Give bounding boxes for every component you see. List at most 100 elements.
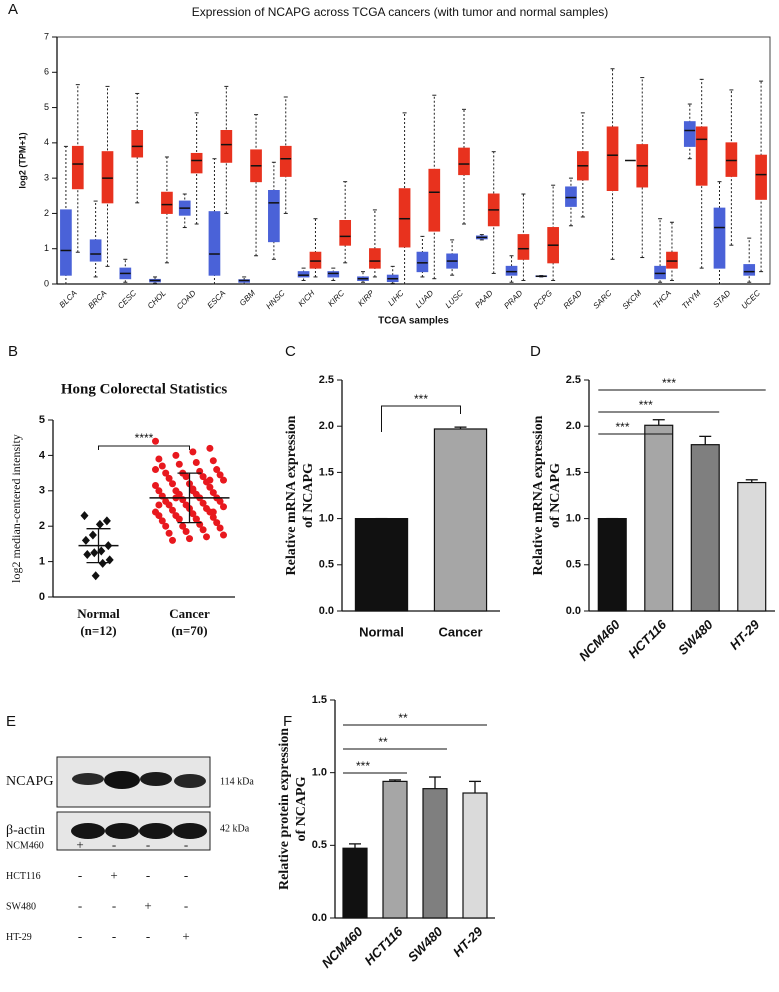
point [209, 508, 217, 516]
box [161, 191, 173, 214]
band-size: 42 kDa [220, 823, 250, 834]
panel-letter: D [530, 343, 541, 360]
condition-sign: - [112, 898, 116, 913]
point [192, 458, 200, 466]
point [165, 501, 173, 509]
x-tick-label: BLCA [58, 289, 79, 310]
y-tick-label: 2 [44, 208, 49, 218]
point [203, 533, 210, 541]
box [190, 152, 203, 174]
box [725, 142, 738, 177]
point [216, 497, 224, 505]
y-tick-label: 4 [39, 449, 46, 461]
x-tick-label: HCT116 [361, 923, 406, 968]
point [90, 548, 99, 558]
point [165, 474, 173, 482]
y-tick-label: 0.0 [566, 605, 581, 617]
point [216, 524, 224, 532]
band [71, 823, 105, 839]
y-tick-label: 1 [44, 243, 49, 253]
band [173, 823, 207, 839]
point [95, 519, 104, 529]
y-tick-label: 1.5 [319, 466, 334, 478]
box [220, 130, 233, 163]
x-tick-label: Normal [77, 606, 120, 621]
x-tick-label: THYM [680, 288, 703, 311]
box [369, 248, 381, 269]
point [80, 511, 89, 521]
point [186, 535, 193, 543]
bar [690, 444, 720, 612]
x-tick-label: NCM460 [319, 923, 366, 970]
condition-label: SW480 [6, 901, 36, 912]
x-tick-label: THCA [651, 289, 673, 311]
bar [597, 517, 627, 612]
point [97, 546, 106, 556]
y-tick-label: 0.5 [312, 839, 327, 851]
point [182, 473, 190, 481]
x-tick-label: SW480 [675, 616, 716, 657]
x-tick-label: PCPG [532, 289, 554, 311]
plot-frame [56, 36, 771, 285]
box [131, 130, 144, 158]
band [174, 774, 206, 788]
band-label: NCAPG [6, 774, 53, 789]
bar [737, 481, 767, 612]
panel-letter: C [285, 343, 296, 360]
x-tick-label: Cancer [438, 624, 482, 639]
point [81, 535, 90, 545]
condition-sign: - [184, 867, 188, 882]
x-tick-label: LUSC [444, 288, 466, 310]
y-tick-label: 1 [39, 556, 45, 568]
y-axis-label: Relative mRNA expression [284, 415, 299, 575]
point [102, 516, 111, 526]
point [206, 483, 214, 491]
y-axis-label: Relative mRNA expression [531, 415, 546, 575]
panel: C 0.0 0.5 1.0 1.5 2.0 2.5 Relative mRNA express… [284, 343, 500, 639]
bar [433, 428, 488, 612]
point [162, 522, 170, 530]
y-tick-label: 3 [39, 485, 45, 497]
significance-bracket [98, 445, 190, 450]
x-tick-label: SKCM [621, 288, 644, 311]
significance-label: ** [378, 735, 388, 749]
condition-sign: + [76, 837, 83, 852]
x-tick-label: HCT116 [625, 616, 670, 661]
box [101, 151, 114, 204]
point [152, 437, 159, 445]
y-tick-label: 2.0 [319, 420, 334, 432]
box [743, 264, 756, 276]
y-tick-label: 4 [44, 137, 49, 147]
point [209, 457, 217, 465]
y-tick-label: 1.0 [319, 513, 334, 525]
point [169, 536, 176, 544]
band [139, 823, 173, 839]
x-tick-label: PRAD [502, 288, 524, 310]
box [517, 234, 530, 260]
panel: D 0.0 0.5 1.0 1.5 2.0 2.5 Relative mRNA express… [530, 343, 775, 664]
point [206, 476, 214, 484]
condition-sign: - [78, 928, 82, 943]
chart-title: Expression of NCAPG across TCGA cancers … [192, 5, 609, 19]
box [268, 189, 280, 243]
condition-label: HT-29 [6, 932, 32, 943]
point [98, 558, 107, 568]
panel: A Expression of NCAPG across TCGA cancers… [8, 1, 771, 327]
x-tick-label: HT-29 [727, 616, 763, 652]
point [189, 510, 197, 518]
box [60, 209, 72, 276]
y-axis-label: log2 median-centered intensity [9, 434, 23, 583]
x-tick-label: CESC [116, 288, 138, 310]
y-tick-label: 2.5 [319, 374, 334, 386]
box [666, 251, 678, 269]
y-tick-label: 2.5 [566, 374, 581, 386]
box [458, 147, 470, 176]
point [199, 526, 207, 534]
point [216, 471, 224, 479]
point [192, 515, 200, 523]
panel-letter: E [6, 713, 16, 730]
y-tick-label: 0.5 [566, 559, 581, 571]
condition-label: NCM460 [6, 840, 44, 851]
y-tick-label: 6 [44, 67, 49, 77]
y-tick-label: 5 [44, 102, 49, 112]
